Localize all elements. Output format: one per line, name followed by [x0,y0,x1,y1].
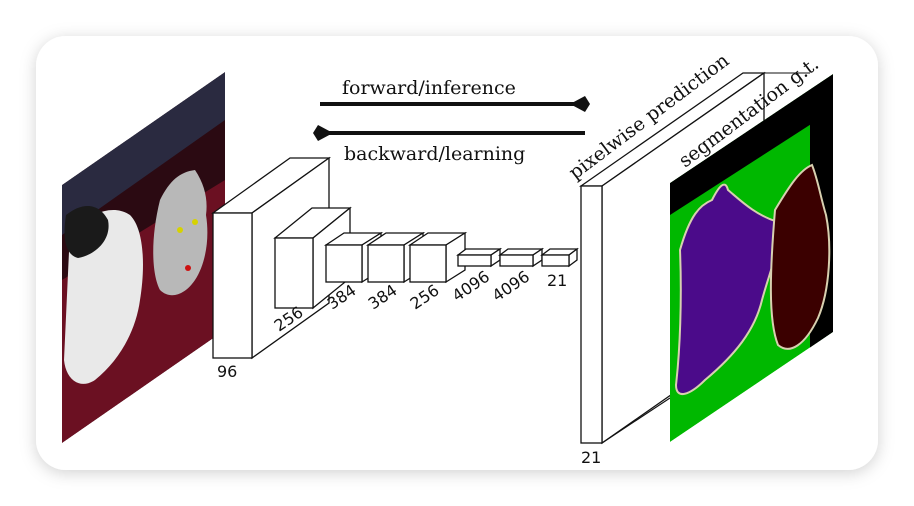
arrows [313,96,590,141]
backward-label: backward/learning [344,143,525,165]
dog-segment [674,183,780,395]
layer-block [498,247,545,268]
segmentation-image [670,74,833,442]
right-arrow-icon [570,96,590,112]
cat-segment [769,163,831,350]
layer-label: 96 [217,362,237,381]
layer-label: 21 [547,271,567,290]
layer-block [456,247,503,268]
forward-label: forward/inference [342,77,516,99]
input-image [62,72,225,443]
prediction-label: 21 [581,448,601,467]
left-arrow-icon [313,125,333,141]
layer-block [540,247,579,268]
connector-lines [601,72,810,444]
layer-block [407,231,468,284]
